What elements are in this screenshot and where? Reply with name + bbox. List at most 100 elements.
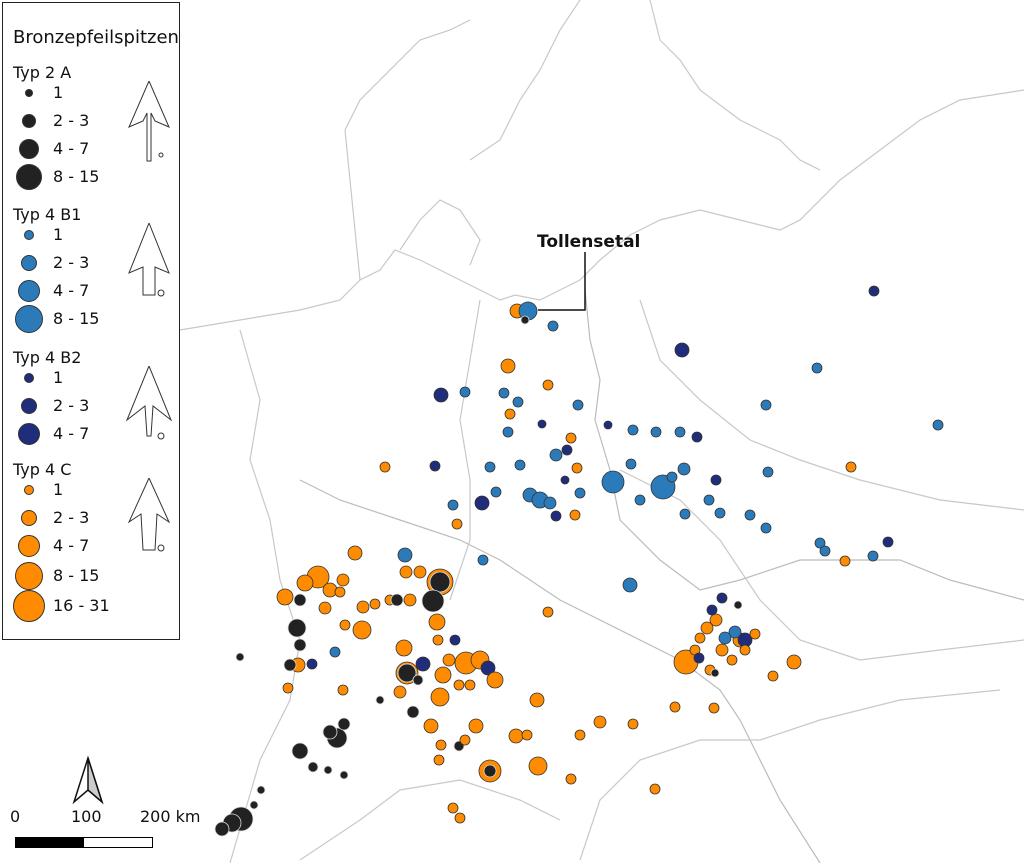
site-typ-2a — [421, 589, 445, 613]
site-typ-4b1 — [502, 426, 514, 438]
site-typ-2a — [249, 800, 259, 810]
site-typ-4b1 — [625, 458, 637, 470]
legend-symbol — [18, 423, 40, 445]
site-typ-4c — [369, 598, 381, 610]
legend-class-label: 2 - 3 — [53, 253, 90, 272]
site-typ-2a — [390, 593, 404, 607]
site-typ-4c — [486, 671, 504, 689]
site-typ-4c — [423, 718, 439, 734]
site-typ-4b1 — [679, 508, 691, 520]
site-typ-2a — [733, 600, 743, 610]
site-typ-4b1 — [547, 320, 559, 332]
site-typ-4c — [739, 644, 751, 656]
site-typ-4c — [434, 666, 452, 684]
coastline — [179, 89, 1024, 331]
site-typ-4b2 — [868, 285, 880, 297]
site-typ-4c — [464, 679, 476, 691]
site-typ-4c — [453, 679, 465, 691]
site-typ-4b1 — [867, 550, 879, 562]
site-typ-4c — [393, 685, 407, 699]
site-typ-2a — [397, 663, 417, 683]
site-typ-2a — [214, 821, 230, 837]
site-typ-4c — [296, 574, 314, 592]
site-typ-4c — [715, 643, 729, 657]
legend-item: 2 - 3 — [3, 394, 123, 418]
legend-symbol — [24, 230, 34, 240]
site-typ-4b2 — [674, 342, 690, 358]
site-typ-4c — [529, 692, 545, 708]
site-typ-4c — [649, 783, 661, 795]
site-typ-4c — [334, 586, 346, 598]
site-typ-4c — [399, 565, 413, 579]
site-typ-4c — [337, 684, 349, 696]
site-typ-4b1 — [329, 646, 341, 658]
site-typ-4b1 — [760, 399, 772, 411]
scale-label-100: 100 — [71, 807, 102, 826]
site-typ-4b2 — [691, 431, 703, 443]
site-typ-4b1 — [498, 387, 510, 399]
site-typ-4b2 — [710, 474, 722, 486]
river — [579, 689, 1001, 861]
site-typ-4c — [749, 628, 761, 640]
legend-class-label: 1 — [53, 83, 64, 102]
river — [619, 469, 1024, 661]
site-typ-2a — [520, 315, 530, 325]
site-typ-4c — [432, 634, 444, 646]
site-typ-4c — [430, 687, 450, 707]
site-typ-4c — [500, 358, 516, 374]
site-typ-4b1 — [762, 466, 774, 478]
legend-item: 1 — [3, 478, 123, 502]
site-typ-4b1 — [514, 459, 526, 471]
site-typ-4c — [627, 718, 639, 730]
legend-item: 8 - 15 — [3, 562, 123, 590]
site-typ-4c — [839, 555, 851, 567]
site-typ-4b1 — [484, 461, 496, 473]
site-typ-4b2 — [306, 658, 318, 670]
scale-label-0: 0 — [10, 807, 21, 826]
site-typ-4c — [282, 682, 294, 694]
site-typ-4b1 — [744, 509, 756, 521]
site-typ-4c — [454, 812, 466, 824]
site-typ-2a — [287, 618, 307, 638]
arrowhead-illustration-icon — [125, 366, 173, 440]
legend-symbol — [15, 562, 43, 590]
site-typ-4c — [451, 518, 463, 530]
site-typ-4b1 — [622, 577, 638, 593]
legend-group-title: Typ 4 B2 — [13, 348, 82, 367]
site-typ-4c — [347, 545, 363, 561]
site-typ-4b1 — [718, 631, 732, 645]
site-typ-4b2 — [415, 656, 431, 672]
site-typ-4b1 — [574, 487, 586, 499]
legend-class-label: 2 - 3 — [53, 111, 90, 130]
scale-bar — [15, 837, 153, 848]
site-typ-4c — [528, 756, 548, 776]
legend-symbol — [21, 255, 37, 271]
site-typ-4b1 — [572, 399, 584, 411]
site-typ-4c — [318, 601, 332, 615]
basemap — [179, 0, 1024, 863]
site-typ-4c — [767, 670, 779, 682]
site-typ-4b2 — [882, 536, 894, 548]
site-typ-4b1 — [666, 471, 678, 483]
legend-class-label: 8 - 15 — [53, 566, 100, 585]
tollensetal-label: Tollensetal — [537, 232, 641, 252]
site-typ-4b2 — [693, 652, 705, 664]
site-typ-4c — [459, 734, 471, 746]
site-typ-2a — [293, 638, 307, 652]
site-typ-2a — [483, 764, 497, 778]
site-typ-4b1 — [677, 462, 691, 476]
legend-group-title: Typ 2 A — [13, 63, 72, 82]
river — [299, 779, 561, 861]
site-typ-2a — [283, 658, 297, 672]
site-typ-4b2 — [561, 444, 573, 456]
site-typ-4c — [336, 573, 350, 587]
legend-title: Bronzepfeilspitzen — [13, 27, 179, 48]
site-typ-4c — [352, 620, 372, 640]
site-typ-4b1 — [703, 494, 715, 506]
legend-class-label: 4 - 7 — [53, 281, 90, 300]
legend-class-label: 2 - 3 — [53, 396, 90, 415]
legend-symbol — [24, 373, 34, 383]
legend-group-title: Typ 4 B1 — [13, 205, 82, 224]
site-typ-4c — [593, 715, 607, 729]
